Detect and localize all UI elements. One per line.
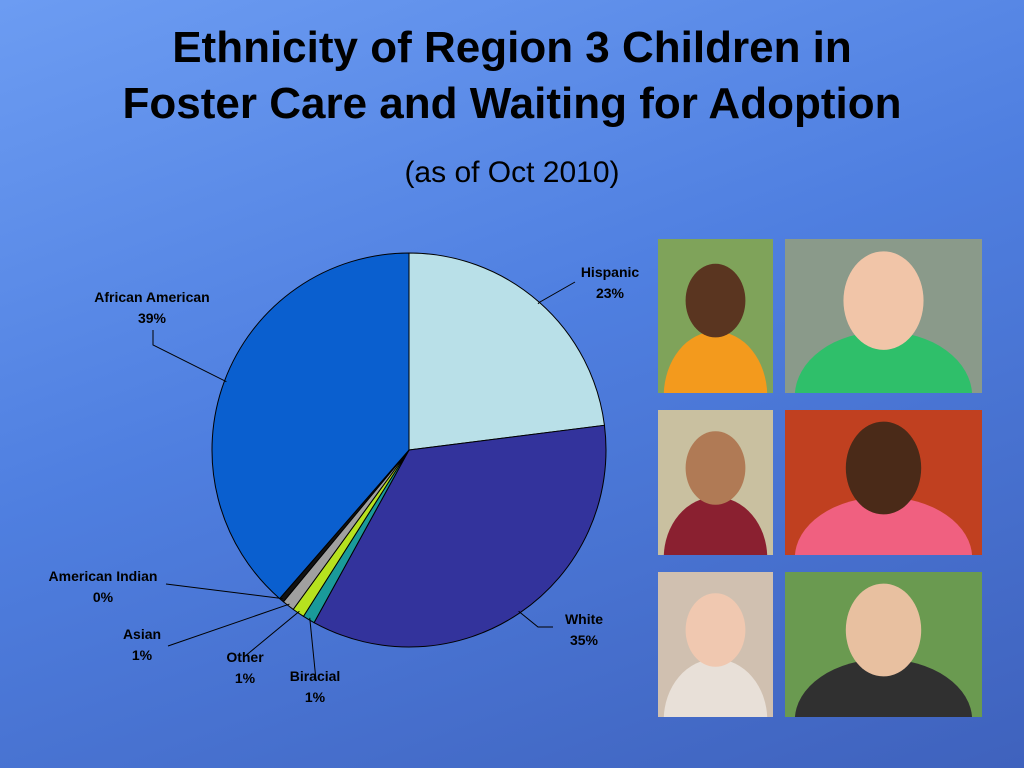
leader-line-asian — [167, 603, 290, 647]
label-african-american-name: African American — [94, 289, 210, 305]
photo-boy-striped-shirt-image — [658, 410, 773, 555]
photo-girl-red-hair — [658, 572, 773, 717]
label-american-indian: American Indian 0% — [49, 566, 158, 608]
leader-line-white — [518, 610, 553, 628]
label-biracial-value: 1% — [304, 689, 326, 705]
label-asian: Asian 1% — [123, 624, 161, 666]
label-biracial-name: Biracial — [289, 668, 341, 684]
slide-title: Ethnicity of Region 3 Children in Foster… — [0, 20, 1024, 132]
label-white-name: White — [564, 611, 604, 627]
photo-two-children-smiling — [785, 410, 982, 555]
photo-two-children-smiling-image — [785, 410, 982, 555]
title-line-2: Foster Care and Waiting for Adoption — [122, 79, 902, 128]
photo-boy-striped-shirt — [658, 410, 773, 555]
label-american-indian-name: American Indian — [48, 568, 158, 584]
slide-subtitle: (as of Oct 2010) — [404, 156, 620, 189]
label-white-value: 35% — [569, 632, 599, 648]
leader-line-hispanic — [537, 281, 576, 305]
label-biracial: Biracial 1% — [290, 666, 341, 708]
photo-boy-orange-shirt — [658, 239, 773, 393]
leader-line-african-american — [152, 330, 227, 383]
label-hispanic-name: Hispanic — [580, 264, 640, 280]
photo-three-siblings-image — [785, 572, 982, 717]
label-asian-value: 1% — [131, 647, 153, 663]
label-american-indian-value: 0% — [92, 589, 114, 605]
pie-slice-white — [313, 424, 607, 648]
photo-boy-green-shirt — [785, 239, 982, 393]
photo-boy-orange-shirt-image — [658, 239, 773, 393]
label-white: White 35% — [565, 609, 603, 651]
photo-three-siblings — [785, 572, 982, 717]
photo-boy-green-shirt-image — [785, 239, 982, 393]
label-hispanic-value: 23% — [595, 285, 625, 301]
pie-slice-hispanic — [408, 252, 606, 451]
label-other-name: Other — [226, 649, 264, 665]
leader-line-other — [243, 610, 300, 658]
label-hispanic: Hispanic 23% — [581, 262, 639, 304]
label-african-american-value: 39% — [137, 310, 167, 326]
photo-girl-red-hair-image — [658, 572, 773, 717]
label-asian-name: Asian — [122, 626, 162, 642]
leader-line-american-indian — [165, 583, 283, 600]
label-other: Other 1% — [226, 647, 263, 689]
label-african-american: African American 39% — [94, 287, 209, 329]
title-line-1: Ethnicity of Region 3 Children in — [172, 23, 852, 72]
leader-line-biracial — [309, 617, 317, 681]
label-other-value: 1% — [234, 670, 256, 686]
